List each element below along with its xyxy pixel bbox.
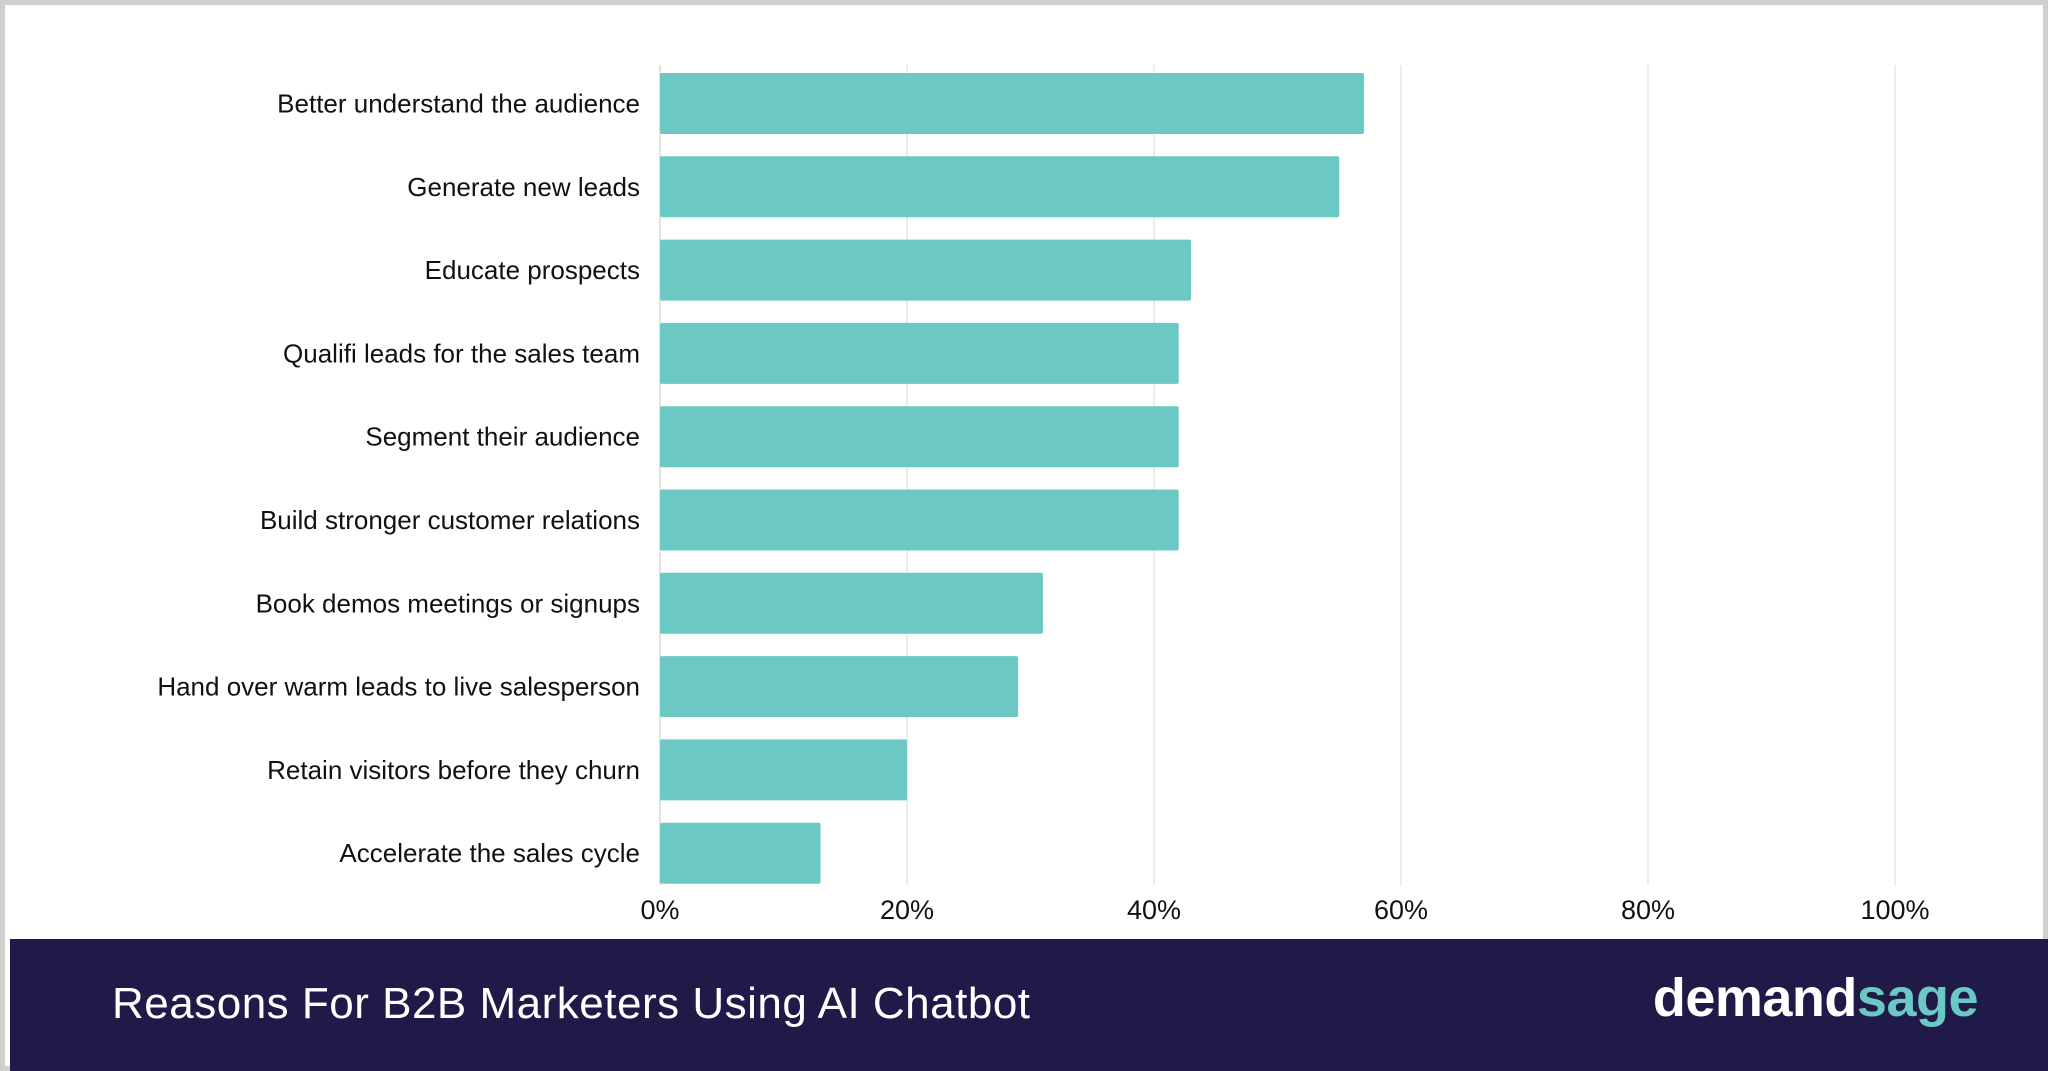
x-tick-label: 80% (1621, 895, 1675, 925)
bar (660, 239, 1192, 301)
category-label: Accelerate the sales cycle (339, 838, 640, 868)
bar (660, 73, 1364, 134)
chart-title: Reasons For B2B Marketers Using AI Chatb… (112, 979, 1031, 1028)
bar (660, 156, 1340, 218)
bar (660, 656, 1019, 718)
x-tick-label: 20% (880, 895, 934, 925)
brand-logo: demandsage (1652, 967, 1979, 1029)
category-label: Segment their audience (365, 422, 640, 452)
bar (660, 489, 1179, 551)
category-label: Qualifi leads for the sales team (283, 338, 640, 368)
category-label: Retain visitors before they churn (267, 755, 640, 785)
bar (660, 739, 907, 801)
x-tick-label: 40% (1127, 895, 1181, 925)
x-tick-label: 0% (640, 895, 679, 925)
category-label: Book demos meetings or signups (256, 588, 640, 618)
x-tick-label: 100% (1860, 895, 1929, 925)
x-axis-tick-labels: 0% 20% 40% 60% 80% 100% (640, 895, 1929, 925)
bar (660, 406, 1179, 468)
brand-logo-part-2: sage (1856, 968, 1979, 1028)
category-label: Hand over warm leads to live salesperson (157, 672, 640, 702)
chart-footer: Reasons For B2B Marketers Using AI Chatb… (10, 939, 2048, 1071)
category-label: Educate prospects (425, 255, 640, 285)
category-label: Build stronger customer relations (260, 505, 640, 535)
category-labels: Better understand the audience Generate n… (157, 89, 640, 869)
bars (660, 73, 1364, 884)
bar-chart: Better understand the audience Generate n… (157, 65, 1930, 925)
x-tick-label: 60% (1374, 895, 1428, 925)
category-label: Generate new leads (407, 172, 640, 202)
brand-logo-part-1: demand (1652, 968, 1858, 1028)
bar (660, 822, 821, 884)
bar (660, 322, 1179, 384)
category-label: Better understand the audience (277, 89, 640, 119)
bar (660, 572, 1043, 634)
